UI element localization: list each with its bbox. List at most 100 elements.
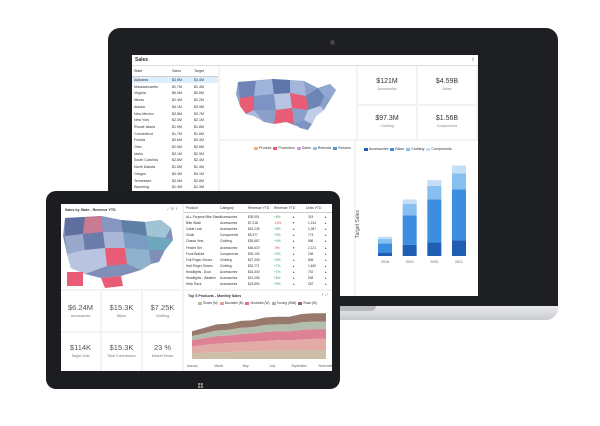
legend-item[interactable]: Sales bbox=[296, 146, 311, 150]
table-row[interactable]: New York $2.3M $2.1M bbox=[132, 117, 218, 123]
legend-item[interactable]: Road (W) bbox=[298, 301, 317, 305]
legend-item[interactable]: Shoes (M) bbox=[198, 301, 218, 305]
bar-accessories-2021[interactable] bbox=[452, 240, 466, 256]
table-row[interactable]: Idaho $3.1M $2.9M bbox=[132, 151, 218, 157]
legend-item[interactable]: Bikes bbox=[390, 147, 404, 151]
zoom-icon[interactable]: ⤢ bbox=[166, 207, 170, 211]
bar-clothing-2018[interactable] bbox=[378, 239, 392, 244]
table-row[interactable]: Oregon $4.4M $4.1M bbox=[132, 171, 218, 177]
kpi-bikes[interactable]: $4.59B Bikes bbox=[418, 66, 476, 104]
kpi-clothing[interactable]: $97.3M Clothing bbox=[358, 106, 416, 139]
table-row[interactable]: Tennessee $3.0M $2.8M bbox=[132, 178, 218, 184]
kpi-value: $6.24M bbox=[67, 303, 94, 312]
bar-components-2021[interactable] bbox=[452, 165, 466, 174]
bar-clothing-2019[interactable] bbox=[402, 203, 417, 216]
bar-x-tick: 2018 bbox=[381, 260, 389, 264]
col-revenue-change[interactable]: Revenue YTD bbox=[274, 206, 296, 210]
grid-header-target[interactable]: Target bbox=[194, 69, 204, 73]
table-row[interactable]: Classic Vest Clothing $35,687 +4% 556 ▲ ▲ bbox=[184, 238, 332, 244]
table-row[interactable]: Florida $3.6M $3.4M bbox=[132, 137, 218, 143]
bar-clothing-2020[interactable] bbox=[427, 185, 442, 200]
table-row[interactable]: Fender Set Accessories $46,619 -9% 2,121 ▼ ▲ bbox=[184, 245, 332, 251]
legend-item[interactable]: Accessories bbox=[364, 147, 388, 151]
table-row[interactable]: Alaska $4.1M $3.9M bbox=[132, 104, 218, 110]
tablet-kpi-target-sold[interactable]: $114K Target Sold bbox=[61, 333, 100, 371]
grid-header-sales[interactable]: Sales bbox=[172, 69, 181, 73]
table-row[interactable]: Full-Finger Gloves Clothing $27,305 +5% 806 ▲… bbox=[184, 257, 332, 263]
settings-icon[interactable]: ⚙ bbox=[170, 207, 174, 211]
tablet-kpi-commission[interactable]: $15.3K Total Commission bbox=[102, 333, 141, 371]
bar-bikes-2018[interactable] bbox=[378, 243, 392, 253]
table-row[interactable]: Chain Components $9,377 +3% 774 ▲ ▲ bbox=[184, 232, 332, 238]
tablet-usa-map[interactable] bbox=[61, 214, 182, 289]
table-row[interactable]: Ohio $2.9M $2.6M bbox=[132, 144, 218, 150]
bar-accessories-2020[interactable] bbox=[427, 242, 442, 256]
table-row[interactable]: Virginia $6.0M $5.6M bbox=[132, 90, 218, 96]
export-icon[interactable]: ⇪ bbox=[174, 207, 178, 211]
table-row[interactable]: Cable Lock Accessories $16,225 +8% 1,087 ▲ ▲ bbox=[184, 226, 332, 232]
target-bar-chart[interactable]: 2018 2019 2020 2021 bbox=[370, 161, 474, 271]
expand-icon[interactable]: ⤢ bbox=[325, 293, 328, 297]
table-row[interactable]: Wyoming $1.4M $1.3M bbox=[132, 184, 218, 190]
area-series-2[interactable] bbox=[192, 329, 326, 347]
legend-item[interactable]: Mountain (W) bbox=[245, 301, 270, 305]
usa-map[interactable] bbox=[220, 66, 356, 139]
col-revenue[interactable]: Revenue YTD bbox=[248, 206, 270, 210]
tablet-area-chart[interactable]: January March May July September November bbox=[184, 307, 332, 371]
bar-components-2019[interactable] bbox=[402, 199, 417, 204]
table-row[interactable]: Hitch Rack Accessories $23,894 +9% 267 ▲ ▲ bbox=[184, 281, 332, 287]
area-series-4[interactable] bbox=[192, 313, 326, 337]
tablet-kpi-bikes[interactable]: $15.3K Bikes bbox=[102, 291, 141, 331]
table-row[interactable]: South Carolina $2.6M $2.4M bbox=[132, 157, 218, 163]
table-row[interactable]: New Mexico $3.8M $3.7M bbox=[132, 111, 218, 117]
table-row[interactable]: Headlights - Dual Accessories $16,340 +1% 70… bbox=[184, 269, 332, 275]
windows-icon[interactable] bbox=[198, 375, 203, 388]
bar-accessories-2019[interactable] bbox=[402, 244, 417, 256]
table-row[interactable]: Bike Wash Accessories $7,218 -10% 1,134 ▼ ▲ bbox=[184, 220, 332, 226]
col-product[interactable]: Product bbox=[186, 206, 198, 210]
table-row[interactable]: Illinois $2.4M $2.2M bbox=[132, 97, 218, 103]
legend-item[interactable]: Touring (Wild) bbox=[271, 301, 296, 305]
col-units[interactable]: Units YTD bbox=[306, 206, 322, 210]
table-row[interactable]: Half-Finger Gloves Clothing $32,771 +7% 1,45… bbox=[184, 263, 332, 269]
table-cell-units: 315 bbox=[308, 215, 314, 219]
tablet-map-tools: ⤢ ⚙ ⇪ bbox=[167, 207, 178, 211]
kpi-value: $114K bbox=[69, 343, 92, 352]
bar-components-2018[interactable] bbox=[378, 236, 392, 240]
table-row[interactable]: ALL-Purpose Bike Stand Accessories $39,591… bbox=[184, 214, 332, 220]
legend-item[interactable]: Components bbox=[426, 147, 452, 151]
grid-header-state[interactable]: State bbox=[134, 69, 143, 73]
table-row[interactable]: Front Brakes Components $25,104 +2% 236 ▲ ▲ bbox=[184, 251, 332, 257]
col-category[interactable]: Category bbox=[220, 206, 234, 210]
legend-item[interactable]: Promotion bbox=[273, 146, 295, 150]
legend-item[interactable]: Refunds bbox=[312, 146, 331, 150]
legend-item[interactable]: Returns bbox=[333, 146, 351, 150]
table-row[interactable]: Headlights - Weather Accessories $21,056 +6… bbox=[184, 275, 332, 281]
area-series-0[interactable] bbox=[192, 349, 326, 359]
legend-item[interactable]: Mountain (M) bbox=[219, 301, 243, 305]
legend-item[interactable]: Clothing bbox=[406, 147, 424, 151]
legend-label: Promotion bbox=[278, 146, 295, 150]
bar-bikes-2019[interactable] bbox=[402, 215, 417, 245]
bar-bikes-2020[interactable] bbox=[427, 199, 442, 243]
tablet-kpi-accessories[interactable]: $6.24M Accessories bbox=[61, 291, 100, 331]
table-row[interactable]: Rhode Island $1.9M $1.8M bbox=[132, 124, 218, 130]
export-icon[interactable]: ⇪ bbox=[321, 293, 325, 297]
tablet-kpi-clothing[interactable]: $7.25K Clothing bbox=[143, 291, 182, 331]
area-series-3[interactable] bbox=[192, 321, 326, 341]
table-row[interactable]: Massachusetts $1.7M $1.4M bbox=[132, 84, 218, 90]
table-row[interactable]: Alabama $3.9M $3.4M bbox=[132, 77, 218, 83]
kpi-accessories[interactable]: $121M Accessories bbox=[358, 66, 416, 104]
table-cell-units: 1,134 bbox=[308, 221, 316, 226]
bar-clothing-2021[interactable] bbox=[452, 173, 466, 190]
table-row[interactable]: Connecticut $1.7M $1.6M bbox=[132, 131, 218, 137]
export-icon[interactable]: ⇪ bbox=[470, 57, 475, 63]
bar-accessories-2018[interactable] bbox=[378, 252, 392, 256]
area-series-1[interactable] bbox=[192, 338, 326, 354]
legend-item[interactable]: Product bbox=[254, 146, 271, 150]
bar-components-2020[interactable] bbox=[427, 180, 442, 186]
kpi-components[interactable]: $1.56B Components bbox=[418, 106, 476, 139]
tablet-kpi-market-share[interactable]: 23 % Market Share bbox=[143, 333, 182, 371]
table-row[interactable]: North Dakota $1.5M $1.4M bbox=[132, 164, 218, 170]
bar-bikes-2021[interactable] bbox=[452, 189, 466, 241]
